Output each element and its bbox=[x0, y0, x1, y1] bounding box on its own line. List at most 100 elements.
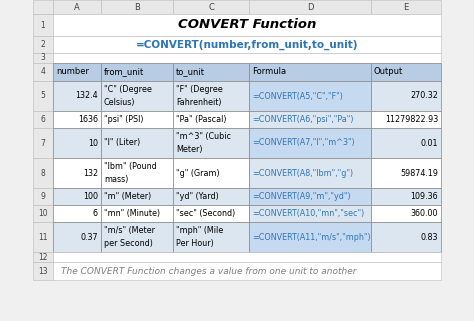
Text: 0.83: 0.83 bbox=[420, 232, 438, 241]
Text: number: number bbox=[56, 67, 89, 76]
Text: 109.36: 109.36 bbox=[410, 192, 438, 201]
Text: to_unit: to_unit bbox=[176, 67, 205, 76]
Text: E: E bbox=[403, 3, 409, 12]
Bar bbox=[249, 128, 371, 158]
Text: =CONVERT(A7,"l","m^3"): =CONVERT(A7,"l","m^3") bbox=[252, 138, 355, 148]
Text: 270.32: 270.32 bbox=[410, 91, 438, 100]
Text: "C" (Degree: "C" (Degree bbox=[104, 85, 152, 94]
Text: =CONVERT(A11,"m/s","mph"): =CONVERT(A11,"m/s","mph") bbox=[252, 232, 371, 241]
Text: B: B bbox=[134, 3, 140, 12]
Bar bbox=[53, 188, 101, 205]
Text: The CONVERT Function changes a value from one unit to another: The CONVERT Function changes a value fro… bbox=[61, 266, 356, 275]
Bar bbox=[53, 36, 441, 53]
Bar bbox=[53, 53, 441, 63]
Text: "g" (Gram): "g" (Gram) bbox=[176, 169, 219, 178]
Text: 0.37: 0.37 bbox=[81, 232, 98, 241]
Bar bbox=[371, 128, 441, 158]
Bar bbox=[33, 36, 53, 53]
Bar bbox=[101, 0, 173, 14]
Text: =CONVERT(number,from_unit,to_unit): =CONVERT(number,from_unit,to_unit) bbox=[136, 39, 358, 50]
Text: 0.01: 0.01 bbox=[420, 138, 438, 148]
Text: =CONVERT(A5,"C","F"): =CONVERT(A5,"C","F") bbox=[252, 91, 343, 100]
Bar bbox=[33, 53, 53, 63]
Bar bbox=[101, 128, 173, 158]
Text: "mn" (Minute): "mn" (Minute) bbox=[104, 209, 160, 218]
Bar bbox=[101, 63, 173, 81]
Bar bbox=[371, 188, 441, 205]
Text: =CONVERT(A9,"m","yd"): =CONVERT(A9,"m","yd") bbox=[252, 192, 351, 201]
Text: Fahrenheit): Fahrenheit) bbox=[176, 98, 221, 107]
Text: "m" (Meter): "m" (Meter) bbox=[104, 192, 151, 201]
Text: 1: 1 bbox=[41, 21, 46, 30]
Bar bbox=[33, 14, 53, 36]
Bar bbox=[53, 81, 101, 111]
Text: "mph" (Mile: "mph" (Mile bbox=[176, 226, 223, 235]
Text: =CONVERT(A6,"psi","Pa"): =CONVERT(A6,"psi","Pa") bbox=[252, 115, 354, 124]
Bar bbox=[53, 63, 101, 81]
Text: "sec" (Second): "sec" (Second) bbox=[176, 209, 235, 218]
Bar bbox=[33, 205, 53, 222]
Bar bbox=[101, 81, 173, 111]
Text: 6: 6 bbox=[93, 209, 98, 218]
Bar bbox=[53, 111, 101, 128]
Bar bbox=[33, 262, 53, 280]
Bar bbox=[371, 111, 441, 128]
Bar bbox=[371, 81, 441, 111]
Bar bbox=[53, 222, 101, 252]
Text: "m/s" (Meter: "m/s" (Meter bbox=[104, 226, 155, 235]
Bar bbox=[371, 0, 441, 14]
Bar bbox=[33, 128, 53, 158]
Bar bbox=[101, 222, 173, 252]
Bar bbox=[53, 0, 101, 14]
Text: mass): mass) bbox=[104, 175, 128, 184]
Text: 8: 8 bbox=[41, 169, 46, 178]
Text: from_unit: from_unit bbox=[104, 67, 144, 76]
Bar bbox=[53, 128, 101, 158]
Text: =CONVERT(A10,"mn","sec"): =CONVERT(A10,"mn","sec") bbox=[252, 209, 364, 218]
Bar bbox=[53, 205, 101, 222]
Bar bbox=[173, 188, 249, 205]
Bar bbox=[53, 262, 441, 280]
Text: 4: 4 bbox=[41, 67, 46, 76]
Bar bbox=[371, 158, 441, 188]
Text: C: C bbox=[208, 3, 214, 12]
Text: per Second): per Second) bbox=[104, 239, 153, 248]
Text: Formula: Formula bbox=[252, 67, 286, 76]
Bar bbox=[371, 222, 441, 252]
Bar bbox=[173, 158, 249, 188]
Bar bbox=[249, 111, 371, 128]
Text: 6: 6 bbox=[41, 115, 46, 124]
Bar bbox=[173, 222, 249, 252]
Bar bbox=[53, 14, 441, 36]
Bar bbox=[33, 222, 53, 252]
Text: 7: 7 bbox=[41, 138, 46, 148]
Bar bbox=[371, 63, 441, 81]
Text: 5: 5 bbox=[41, 91, 46, 100]
Bar bbox=[101, 158, 173, 188]
Bar bbox=[33, 81, 53, 111]
Text: 9: 9 bbox=[41, 192, 46, 201]
Text: "m^3" (Cubic: "m^3" (Cubic bbox=[176, 132, 231, 141]
Text: 59874.19: 59874.19 bbox=[400, 169, 438, 178]
Bar bbox=[33, 188, 53, 205]
Bar bbox=[249, 188, 371, 205]
Text: 10: 10 bbox=[88, 138, 98, 148]
Text: Output: Output bbox=[374, 67, 403, 76]
Bar bbox=[101, 205, 173, 222]
Text: D: D bbox=[307, 3, 313, 12]
Bar bbox=[249, 81, 371, 111]
Text: "F" (Degree: "F" (Degree bbox=[176, 85, 223, 94]
Text: CONVERT Function: CONVERT Function bbox=[178, 19, 316, 31]
Bar bbox=[249, 222, 371, 252]
Text: 1636: 1636 bbox=[78, 115, 98, 124]
Bar bbox=[101, 188, 173, 205]
Bar bbox=[33, 111, 53, 128]
Bar bbox=[173, 81, 249, 111]
Text: 13: 13 bbox=[38, 266, 48, 275]
Bar bbox=[33, 63, 53, 81]
Bar bbox=[173, 128, 249, 158]
Bar bbox=[101, 111, 173, 128]
Bar bbox=[249, 0, 371, 14]
Bar bbox=[173, 63, 249, 81]
Text: 2: 2 bbox=[41, 40, 46, 49]
